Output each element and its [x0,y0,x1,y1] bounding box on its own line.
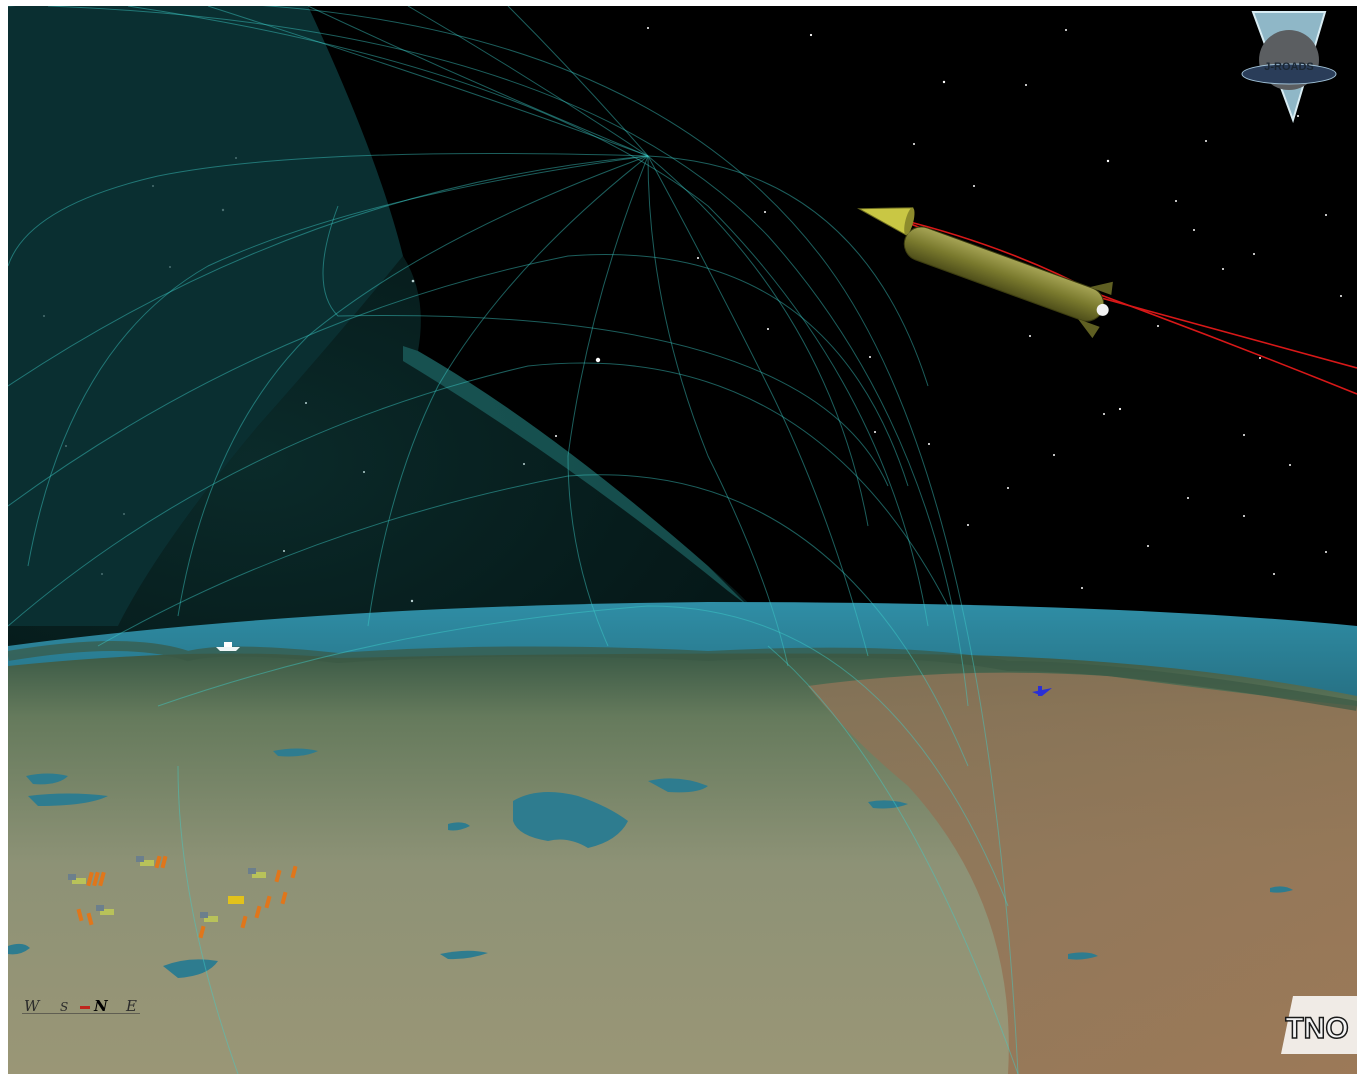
unit-cluster-1[interactable] [68,871,106,887]
scene-canvas[interactable] [8,6,1357,1074]
aircraft-icon[interactable] [1032,686,1052,696]
compass: W S N E [22,994,152,1020]
j-roads-text: J-ROADS [1264,61,1314,73]
unit-cluster-4[interactable] [248,865,298,883]
unit-cluster-5[interactable] [198,891,288,939]
tno-text: TNO [1285,1012,1348,1045]
compass-baseline [22,1013,140,1014]
warhead [857,207,915,236]
coverage-dome-grid [8,6,1019,1074]
lakes [8,748,1293,978]
unit-cluster-2[interactable] [136,855,168,869]
compass-north: N [94,997,108,1015]
compass-marker-icon [80,1006,90,1009]
globe-viewport[interactable]: W S N E J-ROADS TNO [8,6,1357,1074]
j-roads-emblem: J-ROADS [1241,10,1337,126]
coastline [8,641,1357,711]
ground-units [68,855,298,939]
coverage-dome-shadow [8,6,403,626]
unit-cluster-3[interactable] [76,905,114,926]
ballistic-missile [857,207,1113,339]
compass-east: E [126,997,137,1015]
compass-south: S [60,1000,69,1014]
ship-icon[interactable] [216,642,240,651]
desert-region [808,672,1357,1074]
coverage-dome-band [403,346,748,606]
compass-west: W [24,997,40,1015]
tno-logo: TNO [1271,996,1357,1054]
